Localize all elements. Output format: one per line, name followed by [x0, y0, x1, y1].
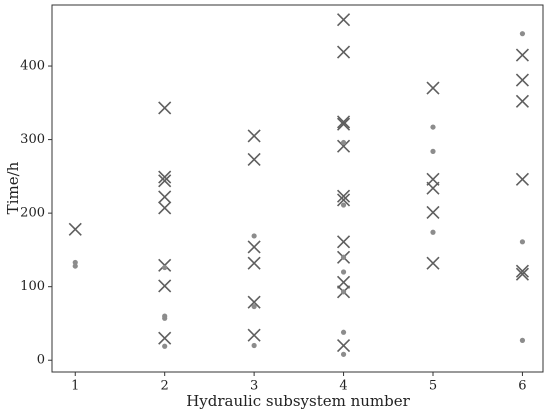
dot-marker — [340, 289, 347, 295]
dot-marker — [162, 343, 168, 349]
x-marker — [247, 152, 261, 167]
dot-marker — [340, 254, 347, 260]
y-axis-label: Time/h — [4, 161, 22, 214]
x-marker — [336, 117, 351, 131]
dot-marker — [430, 148, 436, 154]
x-marker — [247, 129, 261, 143]
y-tick-label: 300 — [20, 132, 45, 147]
x-tick-label: 4 — [339, 379, 347, 394]
x-marker — [336, 115, 351, 129]
dot-marker — [251, 342, 257, 349]
x-marker — [515, 73, 529, 87]
x-marker — [426, 205, 440, 219]
x-marker — [336, 45, 351, 59]
dot-marker — [340, 202, 347, 208]
dot-marker — [72, 259, 78, 266]
x-tick-label: 6 — [518, 379, 526, 394]
dot-marker — [519, 239, 526, 245]
x-axis-label: Hydraulic subsystem number — [186, 392, 410, 410]
x-tick-label: 1 — [71, 379, 79, 394]
x-marker — [68, 222, 82, 236]
x-marker — [158, 279, 172, 293]
x-marker — [158, 190, 172, 204]
y-tick-label: 400 — [20, 59, 45, 74]
x-marker — [336, 139, 351, 153]
x-marker — [515, 267, 529, 281]
dot-marker — [251, 233, 257, 239]
x-marker — [158, 331, 172, 345]
dot-marker — [72, 263, 78, 269]
x-marker — [515, 48, 529, 62]
dot-marker — [340, 351, 347, 357]
x-marker — [158, 201, 172, 215]
x-marker — [158, 101, 172, 115]
x-tick-label: 3 — [250, 379, 258, 394]
x-marker — [247, 295, 261, 309]
dot-marker — [519, 31, 526, 37]
x-marker — [426, 256, 440, 270]
x-tick-label: 2 — [161, 379, 169, 394]
x-marker — [426, 181, 440, 195]
dot-marker — [430, 229, 436, 235]
dot-marker — [340, 139, 347, 146]
x-marker — [336, 189, 351, 203]
x-marker — [158, 174, 172, 188]
dot-marker — [162, 315, 168, 321]
y-tick-label: 100 — [20, 279, 45, 294]
x-marker — [336, 338, 351, 353]
x-marker — [336, 13, 351, 27]
y-tick-label: 0 — [37, 353, 45, 368]
x-marker — [247, 256, 261, 270]
x-marker — [426, 81, 440, 95]
x-marker — [247, 240, 261, 254]
plot-frame — [51, 4, 544, 373]
x-marker — [247, 328, 261, 342]
x-marker — [158, 170, 172, 184]
dot-marker — [340, 329, 347, 335]
x-marker — [515, 94, 529, 108]
x-marker — [336, 275, 351, 289]
x-tick-label: 5 — [429, 379, 437, 394]
y-tick-label: 200 — [20, 206, 45, 221]
dot-marker — [340, 269, 347, 275]
x-marker — [336, 235, 351, 249]
x-marker — [336, 193, 351, 207]
x-marker — [515, 172, 529, 186]
dot-marker — [430, 124, 436, 130]
dot-marker — [251, 303, 257, 310]
x-marker — [515, 264, 529, 278]
dot-marker — [519, 337, 526, 343]
dot-marker — [162, 264, 168, 271]
